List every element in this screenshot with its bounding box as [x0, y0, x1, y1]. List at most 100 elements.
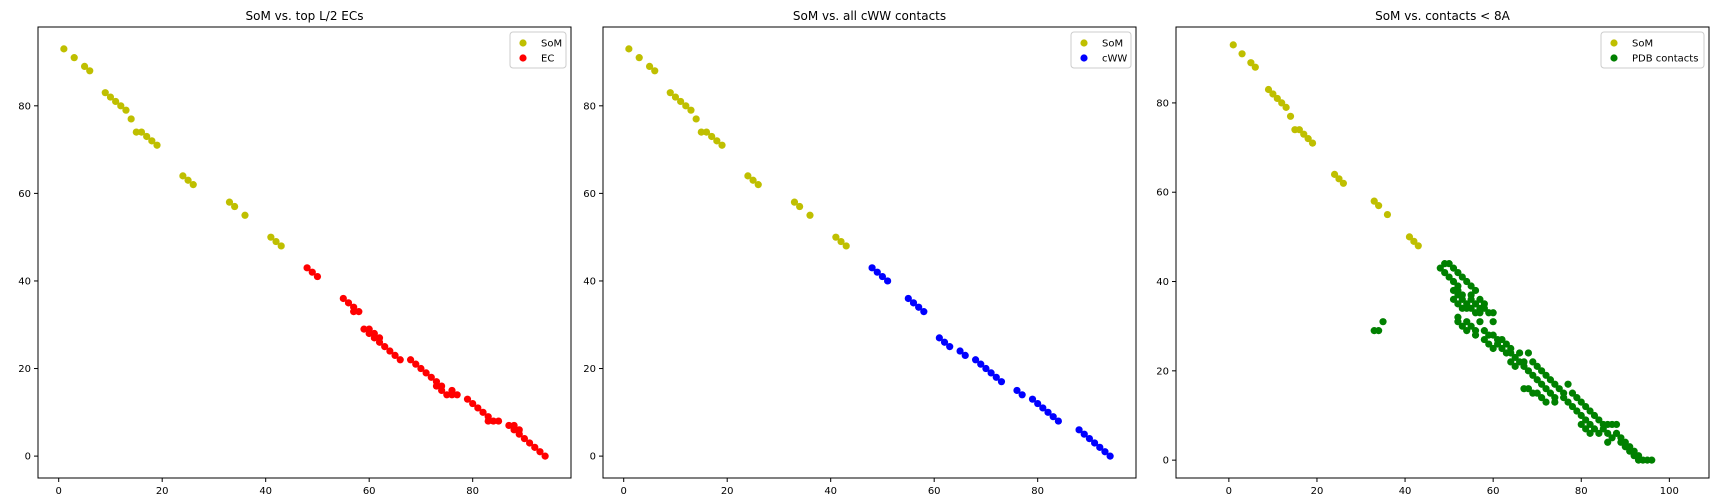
x-tick-label: 80 [1575, 486, 1588, 497]
data-point [1049, 413, 1057, 421]
data-point [635, 54, 643, 62]
x-tick-label: 0 [1226, 486, 1232, 497]
data-points [1229, 41, 1656, 464]
legend-marker [519, 39, 527, 47]
data-point [1590, 425, 1599, 433]
x-axis: 0 20 40 60 80 100 [1226, 478, 1679, 497]
data-point [1467, 282, 1475, 290]
data-point [697, 128, 705, 136]
chart-title: SoM vs. top L/2 ECs [246, 9, 364, 23]
data-point [479, 408, 487, 416]
data-point [935, 334, 943, 342]
data-point [645, 62, 654, 71]
data-point [884, 277, 892, 285]
data-point [396, 356, 404, 364]
data-point [666, 89, 674, 97]
data-point [1480, 304, 1488, 312]
data-point [272, 237, 280, 246]
y-tick-label: 20 [1156, 366, 1169, 377]
data-point [438, 386, 446, 395]
data-point [412, 360, 420, 368]
data-point [406, 356, 415, 364]
data-point [339, 294, 347, 303]
data-points [625, 45, 1114, 460]
data-point [360, 325, 368, 333]
data-point [1533, 389, 1541, 397]
data-point [127, 115, 135, 123]
data-point [1096, 443, 1104, 451]
data-point [355, 308, 363, 316]
data-point [806, 211, 814, 219]
data-point [677, 97, 685, 106]
data-point [80, 62, 89, 71]
y-axis: 0 20 40 60 80 [583, 101, 603, 463]
data-point [505, 421, 513, 430]
data-point [1533, 362, 1541, 370]
data-point [370, 334, 378, 342]
x-tick-label: 40 [1399, 486, 1412, 497]
data-point [60, 45, 68, 53]
data-point [308, 268, 316, 276]
data-point [1467, 304, 1475, 312]
data-point [132, 128, 140, 136]
data-point [1564, 380, 1572, 388]
data-point [448, 386, 456, 395]
data-point [1568, 389, 1577, 397]
data-point [1295, 126, 1303, 134]
chart-panel-contacts: SoM vs. contacts < 8A 0 20 40 60 80 100 0 20 40 6… [1156, 9, 1710, 497]
data-point [1573, 407, 1581, 415]
data-points [60, 45, 549, 460]
y-axis: 0 20 40 60 80 [1156, 98, 1176, 467]
data-point [904, 294, 912, 303]
data-point [1044, 408, 1052, 416]
x-tick-label: 0 [621, 486, 627, 497]
data-point [474, 404, 482, 412]
data-point [744, 172, 752, 180]
chart-title: SoM vs. contacts < 8A [1375, 9, 1511, 23]
y-tick-label: 40 [1156, 277, 1169, 288]
data-point [1106, 452, 1114, 460]
data-point [1304, 135, 1312, 143]
x-axis: 0 20 40 60 80 [621, 478, 1044, 497]
data-point [1028, 395, 1037, 403]
data-point [1449, 277, 1458, 286]
legend-label: EC [541, 54, 554, 65]
data-point [1463, 318, 1471, 326]
x-axis: 0 20 40 60 80 [56, 478, 479, 497]
data-point [1458, 273, 1466, 281]
data-point [1538, 380, 1546, 388]
data-point [1278, 99, 1286, 107]
data-point [303, 264, 311, 272]
legend-label: SoM [1102, 39, 1123, 50]
data-point [868, 264, 876, 272]
data-point [1054, 417, 1062, 425]
data-point [1608, 434, 1616, 442]
legend-marker [519, 54, 527, 62]
data-point [1573, 394, 1581, 402]
y-tick-label: 40 [583, 276, 596, 287]
data-point [1463, 327, 1471, 335]
data-point [1467, 295, 1475, 303]
data-point [1582, 402, 1590, 411]
data-point [713, 137, 721, 145]
data-point [1445, 273, 1453, 281]
data-point [1454, 318, 1462, 326]
plot-frame [602, 26, 1137, 479]
data-point [1489, 309, 1497, 317]
data-point [1375, 202, 1383, 210]
data-point [1524, 367, 1532, 375]
x-tick-label: 20 [1311, 486, 1324, 497]
data-point [946, 343, 954, 351]
y-axis: 0 20 40 60 80 [18, 101, 38, 463]
data-point [1546, 376, 1555, 384]
data-point [1436, 264, 1444, 272]
x-tick-label: 80 [466, 486, 479, 497]
data-point [344, 299, 353, 307]
data-point [531, 443, 539, 451]
data-point [1511, 362, 1519, 370]
data-point [1577, 411, 1585, 420]
legend-label: cWW [1102, 54, 1127, 65]
data-point [1264, 85, 1273, 94]
legend-label: PDB contacts [1632, 54, 1698, 65]
data-point [651, 67, 659, 75]
